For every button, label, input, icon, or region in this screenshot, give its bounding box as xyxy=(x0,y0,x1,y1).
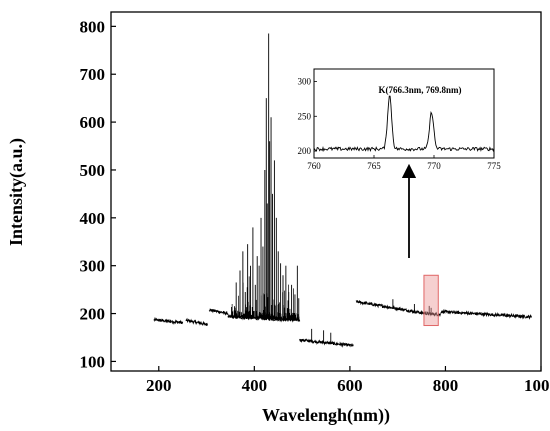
inset-spectrum-line xyxy=(313,95,495,152)
inset-chart: 200 250 300 760 765 770 775 K(766.3nm, 769.8n… xyxy=(298,68,501,171)
spectrum-baseline-segment xyxy=(208,308,229,316)
y-tick-label: 500 xyxy=(80,161,106,180)
inset-x-ticks: 760 765 770 775 xyxy=(307,155,501,171)
main-y-ticks: 100 200 300 400 500 600 700 800 xyxy=(80,17,116,371)
y-axis-title: Intensity(a.u.) xyxy=(6,138,27,246)
inset-y-tick-label: 200 xyxy=(298,146,312,156)
inset-plot-area xyxy=(313,95,495,152)
inset-x-tick-label: 775 xyxy=(487,161,501,171)
y-tick-label: 100 xyxy=(80,352,106,371)
y-tick-label: 200 xyxy=(80,305,106,324)
inset-x-tick-label: 770 xyxy=(427,161,441,171)
y-tick-label: 800 xyxy=(80,17,106,36)
main-plot-frame xyxy=(110,11,542,372)
x-axis-title: Wavelengh(nm)) xyxy=(262,405,390,426)
y-tick-label: 400 xyxy=(80,209,106,228)
inset-y-tick-label: 250 xyxy=(298,111,312,121)
main-x-ticks: 200 400 600 800 1000 xyxy=(146,366,550,395)
y-tick-label: 700 xyxy=(80,65,106,84)
x-tick-label: 200 xyxy=(146,376,172,395)
main-plot-area xyxy=(153,33,532,348)
spectrum-baseline-segment xyxy=(299,338,354,348)
inset-x-tick-label: 760 xyxy=(307,161,321,171)
x-tick-label: 1000 xyxy=(524,376,550,395)
inset-y-tick-label: 300 xyxy=(298,77,312,87)
x-tick-label: 800 xyxy=(433,376,459,395)
spectrum-baseline-segment xyxy=(185,317,208,327)
inset-plot-frame xyxy=(313,68,495,159)
x-tick-label: 600 xyxy=(337,376,363,395)
highlight-region xyxy=(423,274,439,327)
spectrum-baseline-segment xyxy=(153,316,184,326)
spectrum-baseline-segment xyxy=(440,308,532,320)
spectrum-baseline-segment xyxy=(355,300,427,316)
inset-annotation: K(766.3nm, 769.8nm) xyxy=(379,85,462,95)
x-tick-label: 400 xyxy=(242,376,268,395)
y-tick-label: 300 xyxy=(80,257,106,276)
inset-x-tick-label: 765 xyxy=(367,161,381,171)
y-tick-label: 600 xyxy=(80,113,106,132)
